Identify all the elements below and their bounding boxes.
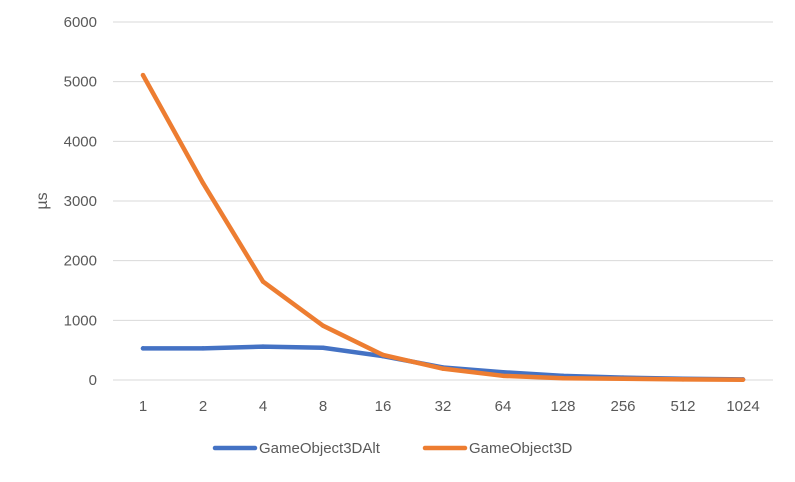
y-tick-label: 2000 [64,253,97,270]
data-point [380,352,386,358]
x-tick-label: 128 [550,398,575,415]
legend-label: GameObject3DAlt [259,440,381,457]
data-point [260,344,266,349]
x-tick-label: 1 [139,398,147,415]
x-tick-label: 2 [199,398,207,415]
y-tick-label: 5000 [64,74,97,91]
x-tick-label: 512 [670,398,695,415]
y-tick-label: 0 [89,372,97,389]
legend: GameObject3DAlt GameObject3D [212,440,573,457]
x-tick-label: 256 [610,398,635,415]
series-GameObject3D [140,72,746,382]
data-point [620,376,626,382]
data-point [560,376,566,381]
x-tick-label: 8 [319,398,327,415]
data-point [440,366,446,371]
y-axis-tick-labels: 0 1000 2000 3000 4000 5000 6000 [64,14,97,389]
series-line-GameObject3D [140,72,746,382]
data-point [320,323,326,328]
data-point [140,72,146,78]
x-axis-tick-labels: 1 2 4 8 16 32 64 128 256 512 1024 [139,398,760,415]
y-tick-label: 4000 [64,133,97,150]
data-point [140,346,146,351]
data-point [500,373,506,379]
gridlines [113,21,773,381]
data-point [200,346,206,351]
x-tick-label: 32 [435,398,452,415]
x-tick-label: 16 [375,398,392,415]
legend-item-GameObject3DAlt: GameObject3DAlt [212,440,381,457]
series-line-GameObject3DAlt [140,344,746,382]
data-point [740,377,746,382]
x-tick-label: 64 [495,398,512,415]
legend-label: GameObject3D [469,440,573,457]
data-point [200,180,206,186]
data-point [320,345,326,350]
x-tick-label: 1024 [726,398,759,415]
data-point [500,370,506,375]
series-GameObject3DAlt [140,344,746,382]
y-tick-label: 6000 [64,14,97,31]
legend-item-GameObject3D: GameObject3D [422,440,573,457]
y-tick-label: 3000 [64,193,97,210]
x-tick-label: 4 [259,398,267,415]
data-point [260,279,266,284]
y-tick-label: 1000 [64,312,97,329]
series-lines [140,72,746,382]
y-axis-title: µs [34,192,51,209]
data-point [680,377,686,382]
